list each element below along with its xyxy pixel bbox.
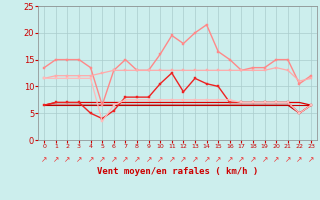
- X-axis label: Vent moyen/en rafales ( km/h ): Vent moyen/en rafales ( km/h ): [97, 167, 258, 176]
- Text: ↗: ↗: [180, 155, 187, 164]
- Text: ↗: ↗: [157, 155, 164, 164]
- Text: ↗: ↗: [87, 155, 94, 164]
- Text: ↗: ↗: [296, 155, 303, 164]
- Text: ↗: ↗: [64, 155, 71, 164]
- Text: ↗: ↗: [250, 155, 256, 164]
- Text: ↗: ↗: [111, 155, 117, 164]
- Text: ↗: ↗: [76, 155, 82, 164]
- Text: ↗: ↗: [308, 155, 314, 164]
- Text: ↗: ↗: [169, 155, 175, 164]
- Text: ↗: ↗: [261, 155, 268, 164]
- Text: ↗: ↗: [122, 155, 129, 164]
- Text: ↗: ↗: [273, 155, 279, 164]
- Text: ↗: ↗: [41, 155, 47, 164]
- Text: ↗: ↗: [192, 155, 198, 164]
- Text: ↗: ↗: [99, 155, 105, 164]
- Text: ↗: ↗: [238, 155, 244, 164]
- Text: ↗: ↗: [204, 155, 210, 164]
- Text: ↗: ↗: [227, 155, 233, 164]
- Text: ↗: ↗: [145, 155, 152, 164]
- Text: ↗: ↗: [215, 155, 221, 164]
- Text: ↗: ↗: [284, 155, 291, 164]
- Text: ↗: ↗: [52, 155, 59, 164]
- Text: ↗: ↗: [134, 155, 140, 164]
